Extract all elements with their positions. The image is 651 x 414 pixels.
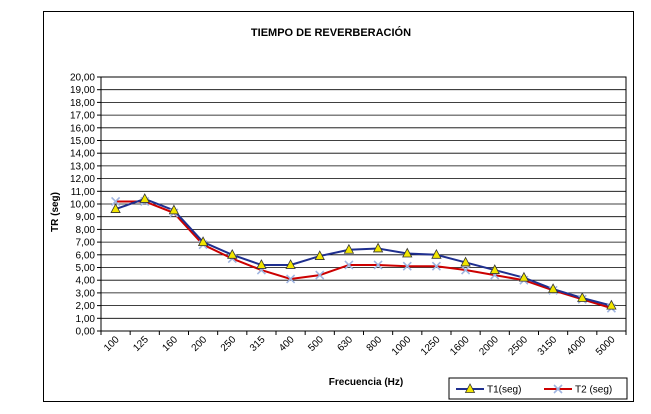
- data-point-triangle: [577, 292, 588, 302]
- x-tick-label: 1000: [390, 334, 414, 358]
- marker-stroke: [553, 384, 563, 394]
- plot-area: [100, 76, 627, 332]
- x-tick-label: 160: [160, 334, 180, 354]
- x-tick-label: 630: [335, 334, 355, 354]
- data-point-triangle: [460, 256, 471, 267]
- y-tick-label: 2,00: [76, 301, 96, 312]
- chart-frame: TIEMPO DE REVERBERACIÓN 0,00 1,00 2,00 3,00…: [43, 11, 634, 402]
- grid: [97, 76, 627, 335]
- data-point-x: [461, 265, 471, 275]
- x-tick-label: 3150: [536, 334, 560, 358]
- y-axis-title: TR (seg): [50, 192, 61, 232]
- x-tick-label: 200: [190, 334, 210, 354]
- marker-stroke: [431, 261, 441, 271]
- y-tick-label: 1,00: [76, 314, 96, 325]
- y-tick-label: 6,00: [76, 250, 96, 261]
- y-tick-label: 13,00: [70, 161, 95, 172]
- x-tick-label: 5000: [594, 334, 618, 358]
- data-point-x: [402, 261, 412, 271]
- y-tick-label: 17,00: [70, 111, 95, 122]
- y-tick-label: 14,00: [70, 149, 95, 160]
- data-point-x: [553, 384, 563, 394]
- x-tick-label: 1600: [448, 334, 472, 358]
- marker-stroke: [402, 261, 412, 271]
- data-point-triangle: [256, 259, 267, 269]
- x-tick-label: 125: [131, 334, 151, 354]
- x-tick-label: 2500: [507, 334, 531, 358]
- y-tick-label: 7,00: [76, 238, 96, 249]
- data-point-x: [315, 270, 325, 280]
- data-point-triangle: [285, 259, 296, 269]
- y-tick-label: 20,00: [70, 73, 95, 84]
- y-tick-label: 3,00: [76, 288, 96, 299]
- data-point-triangle: [197, 236, 209, 247]
- y-tick-labels: 0,00 1,00 2,00 3,004,00 5,00 6,007,00 8,00 9,00…: [70, 73, 95, 338]
- y-tick-label: 9,00: [76, 212, 96, 223]
- x-tick-label: 1250: [419, 334, 443, 358]
- y-tick-label: 4,00: [76, 276, 96, 287]
- data-point-triangle: [343, 243, 355, 254]
- marker-stroke: [315, 270, 325, 280]
- y-tick-label: 0,00: [76, 327, 96, 338]
- x-tick-label: 800: [365, 334, 385, 354]
- data-point-triangle: [489, 264, 500, 274]
- series-line-2: [115, 200, 612, 310]
- data-point-triangle: [372, 242, 384, 253]
- x-tick-label: 4000: [565, 334, 589, 358]
- series-line-1: [115, 197, 612, 307]
- y-tick-label: 11,00: [71, 187, 96, 198]
- data-point-x: [286, 274, 296, 284]
- data-point-triangle: [110, 203, 121, 213]
- marker-stroke: [286, 274, 296, 284]
- y-tick-label: 15,00: [70, 136, 95, 147]
- y-tick-label: 5,00: [76, 263, 96, 274]
- x-tick-label: 2000: [477, 334, 501, 358]
- data-point-x: [111, 196, 121, 207]
- x-tick-label: 400: [277, 334, 297, 354]
- x-axis-title: Frecuencia (Hz): [329, 377, 403, 388]
- series-layer: [110, 193, 617, 313]
- data-point-triangle: [227, 248, 238, 259]
- y-tick-label: 19,00: [70, 85, 95, 96]
- x-tick-labels: 100 125 160 200 250 315 400 500 630 800 1000 1250 16…: [102, 334, 618, 358]
- data-point-triangle: [139, 193, 150, 203]
- x-tick-label: 315: [248, 334, 268, 354]
- legend-box: [448, 377, 628, 400]
- data-point-triangle: [606, 299, 617, 310]
- marker-stroke: [373, 260, 383, 270]
- data-point-triangle: [402, 247, 413, 258]
- x-tick-label: 250: [219, 334, 239, 354]
- marker-stroke: [461, 265, 471, 275]
- data-point-triangle: [518, 271, 530, 282]
- y-tick-label: 8,00: [76, 225, 96, 236]
- data-point-triangle: [431, 248, 442, 259]
- chart-title: TIEMPO DE REVERBERACIÓN: [251, 26, 411, 39]
- data-point-x: [344, 260, 354, 270]
- legend-label-1: T1(seg): [487, 385, 521, 396]
- data-point-triangle: [547, 283, 559, 293]
- y-tick-label: 16,00: [70, 123, 95, 134]
- x-tick-label: 100: [102, 334, 122, 354]
- y-tick-label: 12,00: [70, 174, 95, 185]
- x-tick-label: 500: [306, 334, 326, 354]
- y-tick-label: 18,00: [70, 98, 95, 109]
- marker-stroke: [344, 260, 354, 270]
- data-point-x: [431, 261, 441, 271]
- data-point-triangle: [464, 383, 476, 393]
- marker-stroke: [111, 196, 121, 207]
- data-point-x: [373, 260, 383, 270]
- data-point-triangle: [314, 250, 325, 260]
- reverberation-chart: TIEMPO DE REVERBERACIÓN 0,00 1,00 2,00 3,00…: [50, 26, 628, 400]
- legend: T1(seg) T2 (seg): [448, 377, 628, 400]
- data-point-triangle: [168, 204, 180, 215]
- y-tick-label: 10,00: [70, 200, 95, 211]
- legend-label-2: T2 (seg): [575, 385, 612, 396]
